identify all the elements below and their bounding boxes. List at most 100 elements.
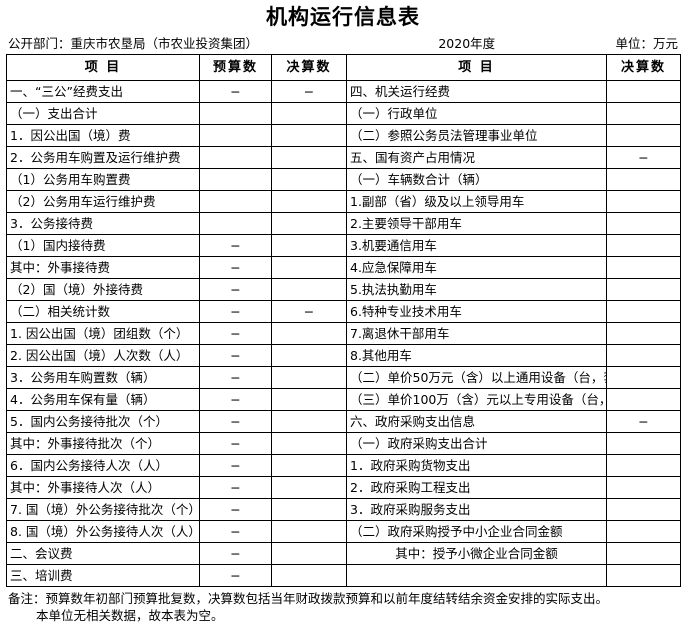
table-row: （1）国内接待费 − 3.机要通信用车	[6, 234, 681, 257]
row-final-value	[271, 432, 347, 455]
row-item-left: 7. 国（境）外公务接待批次（个）	[6, 498, 200, 521]
table-row: 8. 国（境）外公务接待人次（人） − （二）政府采购授予中小企业合同金额	[6, 520, 681, 543]
table-row: 5．国内公务接待批次（个） − 六、政府采购支出信息 −	[6, 410, 681, 433]
publishing-department: 公开部门：重庆市农垦局（市农业投资集团）	[8, 36, 259, 51]
row-budget-value: −	[199, 476, 272, 499]
row-item-left: （2）公务用车运行维护费	[6, 190, 200, 213]
table-row: 2．公务用车购置及运行维护费 五、国有资产占用情况 −	[6, 146, 681, 169]
table-row: （一）支出合计 （一）行政单位	[6, 102, 681, 125]
table-row: 6．国内公务接待人次（人） − 1．政府采购货物支出	[6, 454, 681, 477]
row-budget-value	[199, 124, 272, 147]
row-item-right: 2．政府采购工程支出	[346, 476, 607, 499]
row-item-right: 四、机关运行经费	[346, 80, 607, 103]
header-final-right: 决算数	[606, 54, 681, 81]
row-budget-value: −	[199, 80, 272, 103]
currency-unit: 单位：万元	[615, 36, 678, 51]
row-final-value	[271, 212, 347, 235]
row-item-left: 其中：外事接待批次（个）	[6, 432, 200, 455]
row-item-right: 4.应急保障用车	[346, 256, 607, 279]
table-row: 1．因公出国（境）费 （二）参照公务员法管理事业单位	[6, 124, 681, 147]
row-budget-value	[199, 168, 272, 191]
row-final-value: −	[271, 300, 347, 323]
row-final-value	[271, 388, 347, 411]
row-item-right: （二）单价50万元（含）以上通用设备（台，套）	[346, 366, 607, 389]
fiscal-year: 2020年度	[438, 36, 496, 51]
row-final-value	[271, 344, 347, 367]
row-budget-value	[199, 190, 272, 213]
row-item-right: 8.其他用车	[346, 344, 607, 367]
row-item-right: 1.副部（省）级及以上领导用车	[346, 190, 607, 213]
row-budget-value: −	[199, 520, 272, 543]
row-final-value	[271, 234, 347, 257]
row-final-right-value	[606, 344, 681, 367]
row-final-right-value	[606, 454, 681, 477]
row-item-right: 5.执法执勤用车	[346, 278, 607, 301]
row-budget-value: −	[199, 322, 272, 345]
table-row: 2. 因公出国（境）人次数（人） − 8.其他用车	[6, 344, 681, 367]
row-budget-value: −	[199, 300, 272, 323]
row-final-right-value	[606, 542, 681, 565]
row-final-right-value	[606, 432, 681, 455]
row-budget-value: −	[199, 542, 272, 565]
row-item-left: 其中：外事接待费	[6, 256, 200, 279]
row-item-right: （二）参照公务员法管理事业单位	[346, 124, 607, 147]
table-row: 其中：外事接待批次（个） − （一）政府采购支出合计	[6, 432, 681, 455]
table-row: 一、“三公”经费支出 − − 四、机关运行经费	[6, 80, 681, 103]
row-final-right-value	[606, 234, 681, 257]
table-body: 一、“三公”经费支出 − − 四、机关运行经费 （一）支出合计 （一）行政单位 1．因公出国…	[6, 80, 681, 587]
row-final-right-value	[606, 388, 681, 411]
table-row: 其中：外事接待费 − 4.应急保障用车	[6, 256, 681, 279]
row-item-right: （一）政府采购支出合计	[346, 432, 607, 455]
row-final-right-value	[606, 278, 681, 301]
row-item-left: （1）公务用车购置费	[6, 168, 200, 191]
row-final-right-value	[606, 256, 681, 279]
row-final-value	[271, 124, 347, 147]
row-final-value	[271, 322, 347, 345]
row-item-left: 3．公务用车购置数（辆）	[6, 366, 200, 389]
row-final-value	[271, 366, 347, 389]
row-final-right-value: −	[606, 146, 681, 169]
row-budget-value: −	[199, 410, 272, 433]
row-budget-value	[199, 102, 272, 125]
row-item-left: 8. 国（境）外公务接待人次（人）	[6, 520, 200, 543]
row-budget-value: −	[199, 388, 272, 411]
row-item-left: （1）国内接待费	[6, 234, 200, 257]
row-final-right-value	[606, 102, 681, 125]
row-item-right: 其中：授予小微企业合同金额	[346, 542, 607, 565]
row-item-right: （三）单价100万（含）元以上专用设备（台，套）	[346, 388, 607, 411]
row-budget-value: −	[199, 454, 272, 477]
row-final-right-value	[606, 80, 681, 103]
row-budget-value: −	[199, 498, 272, 521]
row-final-value	[271, 190, 347, 213]
table-row: 三、培训费 −	[6, 564, 681, 587]
row-final-right-value	[606, 212, 681, 235]
row-final-value	[271, 256, 347, 279]
page-root: 机构运行信息表 公开部门：重庆市农垦局（市农业投资集团） 2020年度 单位：万…	[0, 4, 686, 623]
row-final-right-value	[606, 366, 681, 389]
header-budget: 预算数	[199, 54, 272, 81]
row-final-value	[271, 564, 347, 587]
table-header: 项 目 预算数 决算数 项 目 决算数	[6, 54, 681, 81]
header-row: 项 目 预算数 决算数 项 目 决算数	[6, 54, 681, 81]
row-final-value	[271, 520, 347, 543]
row-final-right-value: −	[606, 410, 681, 433]
row-item-right: （一）行政单位	[346, 102, 607, 125]
finance-table: 项 目 预算数 决算数 项 目 决算数 一、“三公”经费支出 − − 四、机关运行经费…	[6, 54, 681, 587]
row-final-value	[271, 168, 347, 191]
row-item-left: 其中：外事接待人次（人）	[6, 476, 200, 499]
header-item-right: 项 目	[346, 54, 607, 81]
header-item-left: 项 目	[6, 54, 200, 81]
note-line-1: 备注：预算数年初部门预算批复数，决算数包括当年财政拨款预算和以前年度结转结余资金…	[8, 591, 609, 606]
table-row: 7. 国（境）外公务接待批次（个） − 3．政府采购服务支出	[6, 498, 681, 521]
row-final-right-value	[606, 520, 681, 543]
row-item-left: 一、“三公”经费支出	[6, 80, 200, 103]
row-budget-value	[199, 212, 272, 235]
row-item-left: 3．公务接待费	[6, 212, 200, 235]
row-item-right: 五、国有资产占用情况	[346, 146, 607, 169]
header-final: 决算数	[271, 54, 347, 81]
row-final-value	[271, 102, 347, 125]
table-row: 4．公务用车保有量（辆）− （三）单价100万（含）元以上专用设备（台，套）	[6, 388, 681, 411]
table-row: 3．公务接待费 2.主要领导干部用车	[6, 212, 681, 235]
row-budget-value: −	[199, 366, 272, 389]
row-item-right: 1．政府采购货物支出	[346, 454, 607, 477]
